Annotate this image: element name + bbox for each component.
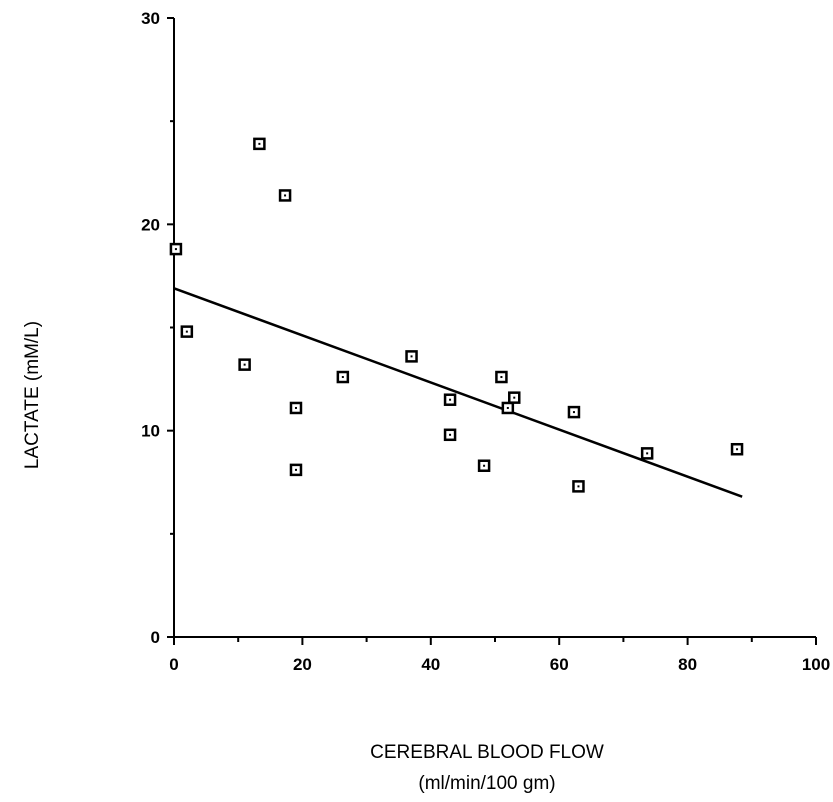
x-axis-title: CEREBRAL BLOOD FLOW: [370, 742, 604, 763]
data-point: [443, 393, 457, 406]
data-point: [501, 401, 515, 415]
data-point: [289, 463, 303, 477]
data-point: [567, 405, 581, 419]
x-axis-units: (ml/min/100 gm): [418, 773, 555, 794]
y-tick-label: 10: [141, 422, 160, 441]
data-point: [253, 137, 266, 151]
x-tick-label: 100: [802, 655, 830, 674]
data-point: [238, 358, 251, 371]
x-tick-label: 80: [678, 655, 697, 674]
data-point: [405, 350, 418, 363]
regression-line: [173, 287, 743, 498]
regression-line-group: [173, 287, 743, 498]
y-tick-label: 0: [151, 628, 160, 647]
data-point: [640, 447, 654, 460]
data-point: [477, 459, 491, 472]
data-point: [572, 480, 585, 493]
y-tick-label: 20: [141, 215, 160, 234]
data-point: [278, 189, 292, 202]
x-tick-label: 60: [550, 655, 569, 674]
data-point: [443, 428, 457, 442]
data-point: [180, 325, 194, 338]
data-point: [289, 401, 303, 415]
axes: [167, 17, 817, 645]
y-tick-label: 30: [141, 9, 160, 28]
y-axis-title: LACTATE (mM/L): [22, 321, 43, 469]
data-point: [508, 391, 521, 404]
x-tick-label: 20: [293, 655, 312, 674]
x-tick-label: 0: [169, 655, 178, 674]
data-point: [495, 370, 508, 384]
x-tick-label: 40: [421, 655, 440, 674]
data-point: [730, 442, 744, 456]
tick-labels: 0 10 20 30 0 20 40 60 80 100: [141, 9, 830, 674]
data-point: [336, 370, 350, 384]
data-points: [169, 137, 744, 493]
data-point: [169, 242, 183, 256]
